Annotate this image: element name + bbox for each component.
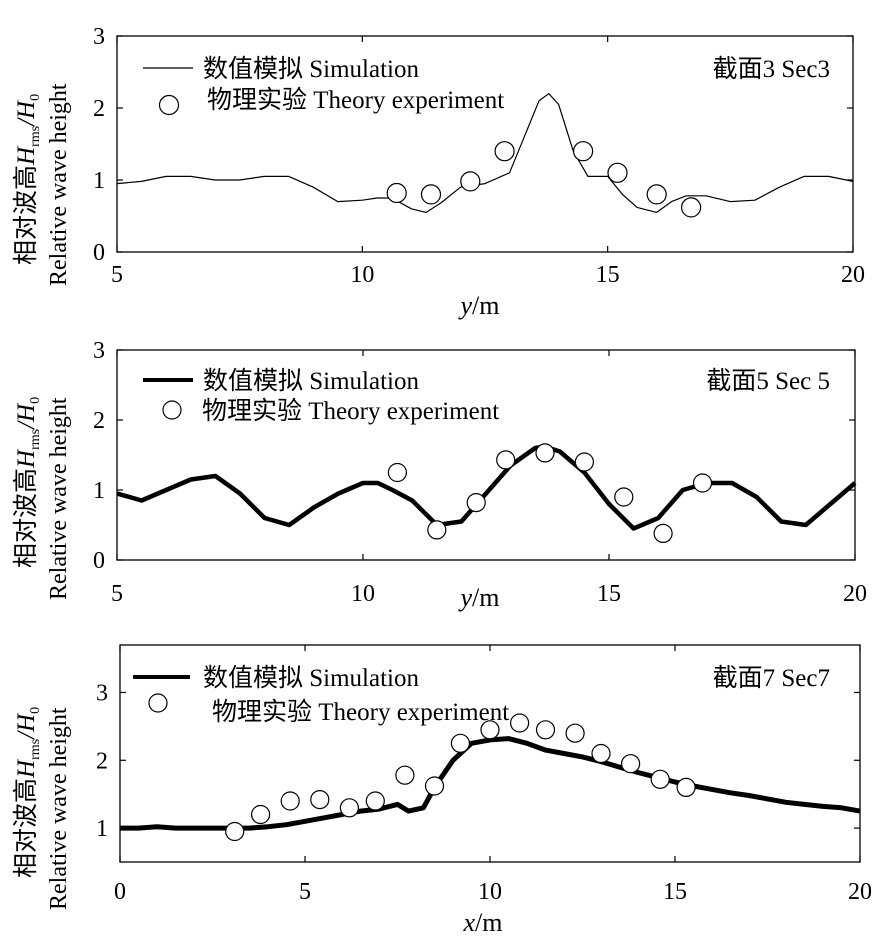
svg-text:相对波高Hrms/H0: 相对波高Hrms/H0 (12, 94, 43, 265)
y-tick-label: 2 (93, 96, 105, 122)
experiment-point (420, 184, 442, 205)
simulation-line (120, 736, 861, 831)
legend-marker-experiment (158, 94, 180, 116)
y-tick-label: 1 (93, 478, 105, 504)
experiment-point (574, 452, 595, 472)
panel-sec7: 0 5 10 15 20 1 2 3 数值模拟 Simulation 物理实验 Theory … (12, 644, 872, 937)
y-axis-label-en: Relative wave height (46, 397, 72, 600)
y-tick-label: 1 (96, 816, 108, 842)
legend-label-experiment: 物理实验 Theory experiment (202, 397, 499, 425)
experiment-point (480, 720, 500, 740)
experiment-point (494, 141, 515, 162)
y-axis-label-en: Relative wave height (46, 707, 72, 910)
legend-label-experiment: 物理实验 Theory experiment (207, 86, 504, 114)
x-tick-label: 20 (848, 879, 872, 905)
experiment-point (395, 765, 415, 785)
experiment-point (450, 733, 470, 753)
experiment-point (692, 473, 713, 493)
legend-label-simulation: 数值模拟 Simulation (203, 664, 419, 692)
experiment-point (225, 821, 245, 842)
legend-label-experiment: 物理实验 Theory experiment (212, 698, 509, 726)
experiment-point (509, 713, 530, 733)
section-label: 截面5 Sec 5 (706, 367, 830, 395)
x-tick-label: 20 (841, 262, 865, 288)
section-label: 截面7 Sec7 (713, 664, 830, 692)
y-tick-label: 3 (96, 680, 108, 706)
experiment-point (387, 462, 407, 483)
svg-text:相对波高Hrms/H0: 相对波高Hrms/H0 (12, 397, 43, 568)
experiment-point (496, 450, 516, 470)
experiment-point (466, 493, 486, 513)
experiment-point (591, 743, 611, 764)
experiment-point (572, 141, 594, 162)
x-tick-label: 15 (597, 581, 621, 607)
x-tick-label: 15 (663, 879, 687, 905)
y-axis-label-en: Relative wave height (46, 83, 72, 286)
legend-label-simulation: 数值模拟 Simulation (203, 367, 419, 395)
experiment-point (646, 184, 667, 205)
legend-label-simulation: 数值模拟 Simulation (203, 55, 419, 83)
x-tick-label: 5 (111, 262, 123, 288)
x-tick-label: 20 (843, 581, 867, 607)
legend-marker-experiment (162, 400, 182, 420)
simulation-line (116, 92, 854, 213)
experiment-point (460, 171, 481, 192)
x-tick-label: 5 (111, 581, 123, 607)
plot-frame (116, 349, 856, 561)
experiment-point (365, 791, 385, 811)
experiment-point (620, 754, 641, 774)
y-axis-label: 相对波高Hrms/H0 (12, 397, 43, 568)
experiment-point (565, 723, 585, 743)
experiment-point (653, 523, 673, 544)
x-axis-label: x/m (463, 908, 503, 937)
experiment-point (339, 798, 359, 818)
y-axis-label: 相对波高Hrms/H0 (12, 707, 43, 878)
experiment-point (614, 487, 634, 507)
experiment-point (607, 162, 628, 183)
experiment-point (280, 791, 300, 811)
x-tick-label: 15 (596, 262, 620, 288)
y-tick-label: 2 (96, 748, 108, 774)
x-tick-label: 10 (351, 581, 375, 607)
x-axis-label: y/m (458, 291, 500, 320)
experiment-point (535, 720, 556, 740)
legend-marker-experiment (148, 693, 168, 713)
svg-text:相对波高Hrms/H0: 相对波高Hrms/H0 (12, 707, 43, 878)
y-axis-label: 相对波高Hrms/H0 (12, 94, 43, 265)
panel-sec5: 5 10 15 20 0 1 2 3 数值模拟 Simulation 物理实验 Theory … (12, 338, 867, 612)
y-tick-label: 2 (93, 408, 105, 434)
experiment-point (386, 182, 407, 204)
y-tick-label: 1 (93, 168, 105, 194)
x-tick-label: 5 (299, 879, 311, 905)
experiment-point (535, 443, 555, 463)
x-axis-label: y/m (458, 583, 500, 612)
experiment-point (676, 777, 696, 798)
section-label: 截面3 Sec3 (713, 55, 830, 83)
experiment-point (310, 789, 330, 810)
experiment-point (424, 776, 445, 796)
y-tick-label: 0 (93, 240, 105, 266)
panel-sec3: 5 10 15 20 0 1 2 3 数值模拟 Simulation 物理实验 Theory … (12, 24, 865, 320)
experiment-point (427, 520, 447, 540)
x-tick-label: 10 (478, 879, 502, 905)
experiment-point (251, 804, 271, 825)
simulation-line (116, 444, 857, 531)
y-tick-label: 3 (93, 24, 105, 50)
y-tick-label: 0 (93, 548, 105, 574)
x-tick-label: 0 (114, 879, 126, 905)
y-tick-label: 3 (93, 338, 105, 364)
experiment-point (680, 197, 702, 218)
plot-frame (116, 35, 854, 253)
experiment-point (650, 769, 670, 789)
x-tick-label: 10 (350, 262, 374, 288)
